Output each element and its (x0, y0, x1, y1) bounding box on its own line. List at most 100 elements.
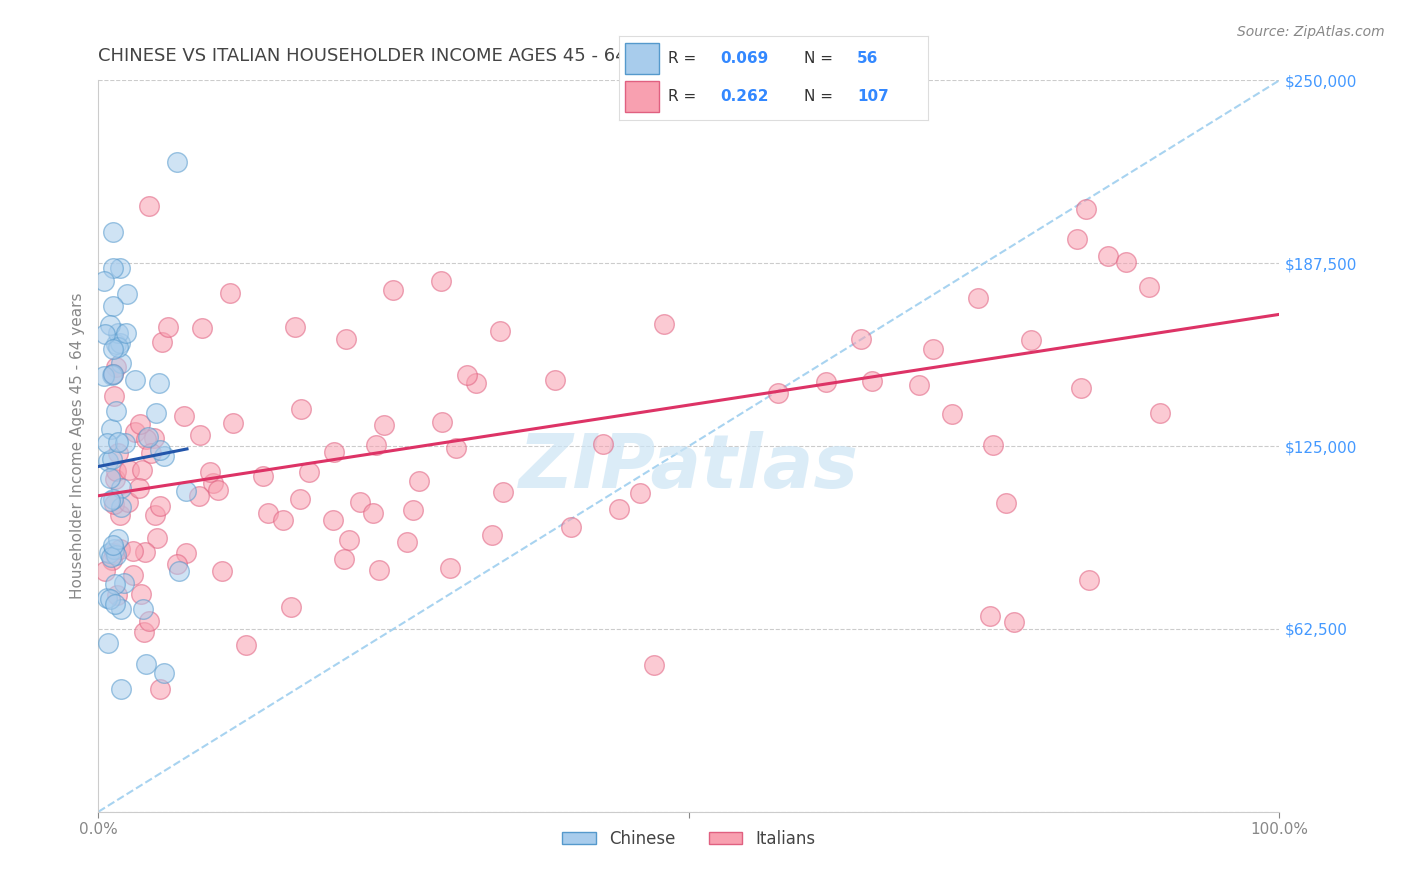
Point (298, 465, 321, 479)
Point (349, 495, 371, 509)
Point (101, 538, 124, 552)
Point (1070, 381, 1092, 395)
Text: CHINESE VS ITALIAN HOUSEHOLDER INCOME AGES 45 - 64 YEARS CORRELATION CHART: CHINESE VS ITALIAN HOUSEHOLDER INCOME AG… (98, 47, 891, 65)
Point (124, 425, 146, 439)
Point (121, 568, 143, 582)
Point (105, 588, 128, 602)
Point (207, 483, 229, 498)
Point (284, 320, 307, 334)
Point (107, 340, 129, 354)
Point (96, 435, 118, 450)
Point (117, 287, 139, 301)
Point (149, 443, 172, 458)
Point (105, 464, 128, 478)
Point (94, 327, 117, 342)
Text: 0.069: 0.069 (721, 51, 769, 66)
Point (105, 359, 128, 374)
Point (188, 427, 211, 442)
Point (290, 402, 312, 417)
Point (135, 657, 157, 671)
Point (652, 317, 675, 331)
Point (145, 406, 167, 420)
Point (150, 334, 173, 349)
Point (188, 489, 211, 503)
Point (271, 513, 294, 527)
Point (166, 557, 188, 571)
Point (981, 438, 1004, 452)
Point (93, 368, 115, 383)
Point (101, 552, 124, 566)
Point (492, 484, 515, 499)
Point (134, 544, 156, 558)
Point (361, 506, 384, 520)
Point (544, 374, 567, 388)
Point (98, 471, 121, 485)
Point (98, 318, 121, 332)
Point (101, 451, 124, 466)
Point (103, 542, 125, 557)
Point (105, 337, 128, 351)
Text: Source: ZipAtlas.com: Source: ZipAtlas.com (1237, 25, 1385, 39)
Point (167, 564, 190, 578)
Point (166, 155, 188, 169)
Point (108, 261, 131, 276)
Point (1115, 254, 1137, 268)
Point (364, 438, 387, 452)
Point (98, 546, 121, 560)
Point (108, 336, 131, 351)
Point (860, 374, 883, 388)
Point (288, 491, 311, 506)
Point (560, 520, 582, 534)
Point (280, 600, 302, 615)
Point (408, 474, 430, 488)
Point (110, 481, 132, 495)
Point (1002, 615, 1025, 629)
Point (337, 533, 360, 547)
Point (97, 454, 120, 468)
Point (101, 342, 124, 356)
Point (138, 199, 160, 213)
Point (135, 432, 157, 446)
Point (128, 417, 150, 431)
Point (628, 486, 651, 500)
Point (104, 597, 127, 611)
Point (93, 274, 115, 288)
Point (444, 441, 467, 455)
Point (373, 417, 395, 432)
Point (97, 636, 120, 650)
Point (191, 321, 214, 335)
Point (489, 324, 512, 338)
Point (152, 450, 174, 464)
Point (118, 463, 141, 477)
Point (430, 275, 453, 289)
Point (156, 320, 179, 334)
Point (481, 527, 503, 541)
Point (101, 367, 124, 381)
Point (149, 681, 172, 696)
Point (174, 546, 197, 560)
Point (766, 386, 789, 401)
Point (101, 368, 124, 383)
Point (104, 472, 127, 486)
Point (967, 291, 990, 305)
Point (104, 549, 127, 563)
Point (107, 326, 129, 341)
Point (1149, 406, 1171, 420)
Point (333, 552, 356, 566)
Text: N =: N = (804, 89, 838, 104)
Point (146, 531, 169, 545)
Point (132, 602, 155, 616)
Text: 0.262: 0.262 (721, 89, 769, 104)
Point (335, 332, 357, 346)
Point (257, 506, 280, 520)
Point (103, 367, 125, 381)
Point (211, 564, 233, 578)
Point (941, 407, 963, 421)
Point (1021, 333, 1043, 347)
Point (143, 508, 166, 522)
Point (609, 501, 631, 516)
Point (117, 495, 139, 509)
Point (202, 475, 225, 490)
Point (979, 608, 1001, 623)
Point (141, 445, 163, 459)
